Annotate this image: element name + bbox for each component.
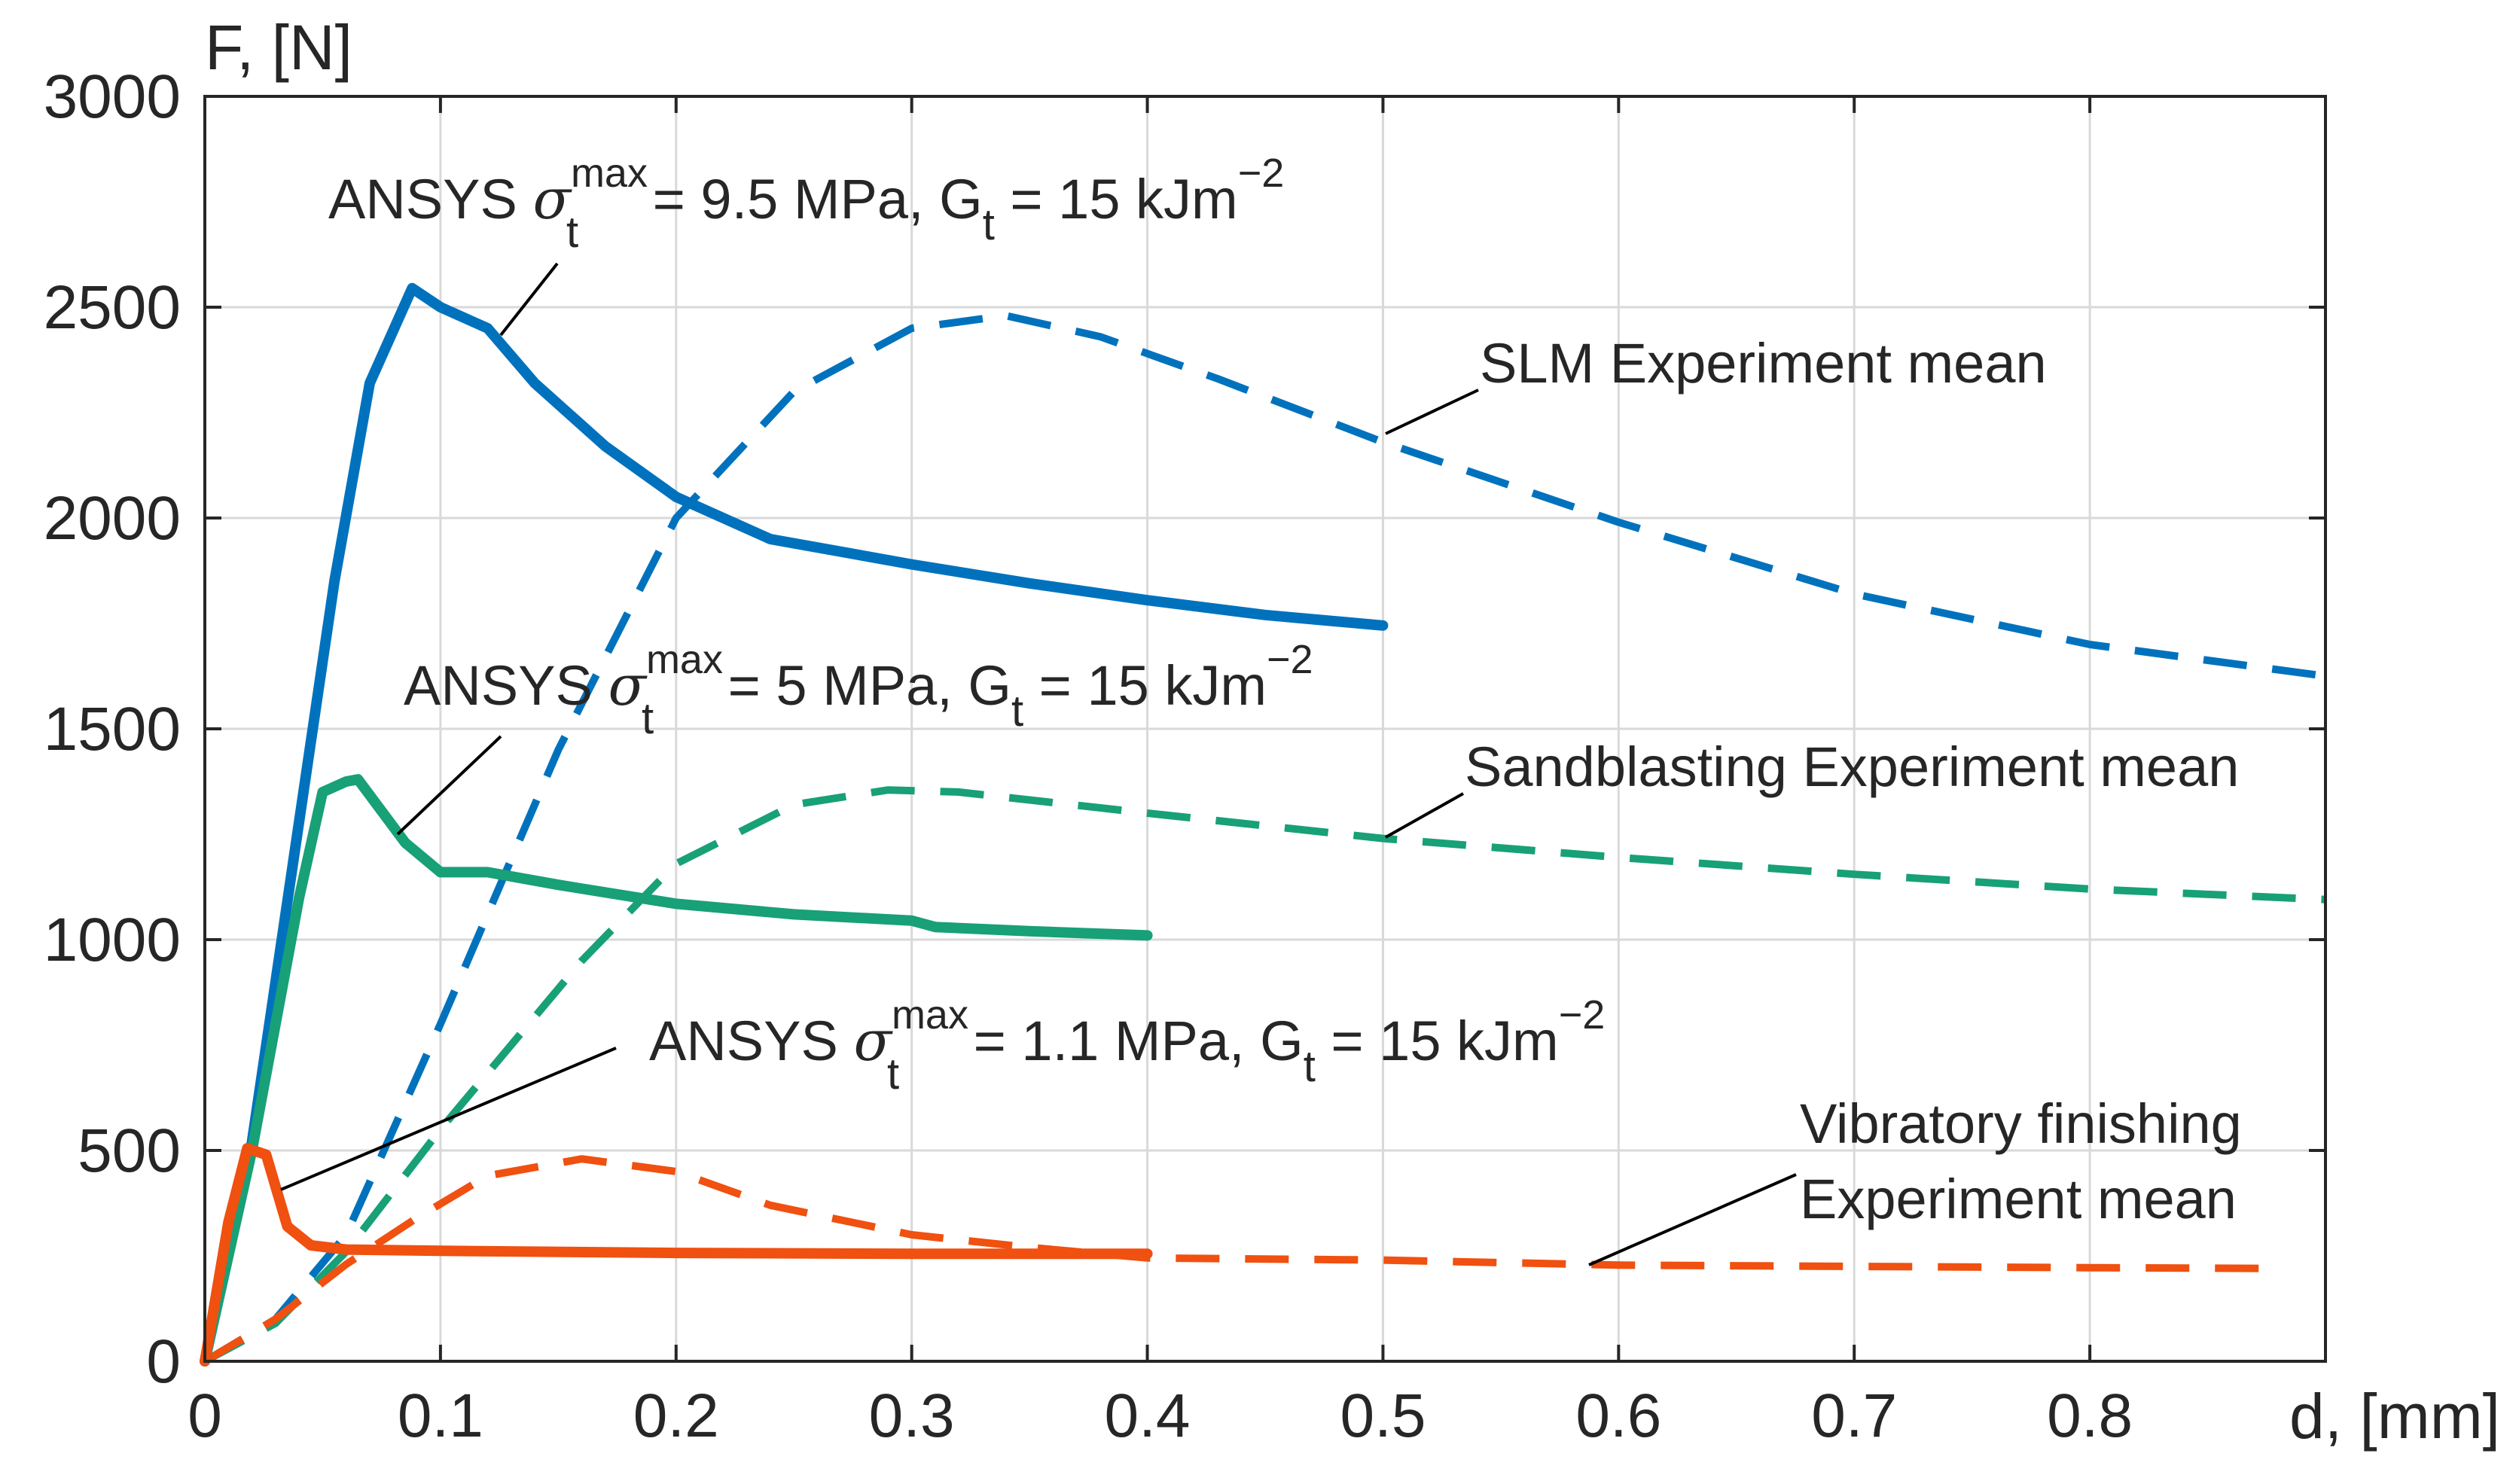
x-tick-label: 0 — [188, 1382, 222, 1450]
series-ansys-5-mpa — [200, 774, 1153, 1367]
ann1-after: = 15 kJm — [995, 168, 1238, 230]
y-tick-label: 1500 — [44, 695, 181, 763]
series-slm-experiment-mean — [203, 312, 2326, 1365]
x-tick-label: 0.5 — [1340, 1382, 1426, 1450]
tick-marks — [203, 95, 2325, 1363]
ann2-after: = 15 kJm — [1023, 654, 1267, 717]
label-vibratory-finishing-line2: Experiment mean — [1800, 1168, 2237, 1230]
leader-line-ann3 — [280, 1047, 617, 1191]
leader-line-slm — [1385, 389, 1479, 435]
x-tick-label: 0.3 — [869, 1382, 955, 1450]
ann2-sub: t — [642, 694, 654, 743]
ann2-sub2: t — [1011, 687, 1023, 736]
series-ansys-9-5-mpa — [200, 282, 1389, 1367]
ann3-sup2: −2 — [1559, 992, 1606, 1038]
ann3-sub: t — [887, 1050, 899, 1099]
leader-line-sandblasting — [1385, 792, 1464, 839]
x-tick-label: 0.8 — [2047, 1382, 2133, 1450]
ann3-sup: max — [892, 992, 968, 1038]
x-tick-label: 0.2 — [633, 1382, 719, 1450]
series-vibratory-finishing-experiment-mean — [203, 1155, 2279, 1365]
y-axis-label: F, [N] — [205, 12, 352, 83]
y-tick-label: 0 — [146, 1327, 181, 1396]
ann1-sub2: t — [983, 200, 995, 249]
ann3-after: = 15 kJm — [1316, 1010, 1559, 1072]
annotation-ansys-5-mpa: ANSYS σmax t = 5 MPa, Gt = 15 kJm−2 — [404, 637, 1313, 743]
ann2-sup: max — [646, 637, 723, 682]
x-tick-label: 0.6 — [1575, 1382, 1661, 1450]
ann2-sup2: −2 — [1267, 637, 1313, 682]
ann3-sub2: t — [1304, 1042, 1316, 1091]
x-tick-label: 0.1 — [398, 1382, 483, 1450]
ann1-prefix: ANSYS — [328, 168, 532, 230]
x-tick-label: 0.4 — [1105, 1382, 1191, 1450]
annotation-ansys-9-5-mpa: ANSYS σmax t = 9.5 MPa, Gt = 15 kJm−2 — [328, 151, 1284, 257]
ann1-sup: max — [571, 151, 648, 196]
label-sandblasting-experiment-mean: Sandblasting Experiment mean — [1465, 736, 2239, 798]
y-tick-label: 500 — [78, 1117, 181, 1185]
annotation-ansys-1-1-mpa: ANSYS σmax t = 1.1 MPa, Gt = 15 kJm−2 — [649, 992, 1605, 1099]
x-axis-label: d, [mm] — [2289, 1381, 2500, 1452]
ann1-sigma: σ — [532, 167, 572, 232]
series-sandblasting-experiment-mean — [203, 786, 2326, 1365]
series-ansys-1-1-mpa — [200, 1143, 1153, 1367]
series-layer — [200, 282, 2326, 1367]
y-tick-label: 3000 — [44, 62, 181, 131]
ann3-prefix: ANSYS — [649, 1010, 853, 1072]
label-slm-experiment-mean: SLM Experiment mean — [1480, 332, 2047, 395]
y-tick-label: 1000 — [44, 906, 181, 974]
x-tick-label: 0.7 — [1811, 1382, 1897, 1450]
ann2-prefix: ANSYS — [404, 654, 608, 717]
ann2-middle: = 5 MPa, G — [712, 654, 1011, 717]
leader-line-vibratory — [1588, 1173, 1797, 1266]
ann2-sigma: σ — [608, 654, 648, 718]
ann1-sup2: −2 — [1238, 151, 1285, 196]
ann3-sigma: σ — [853, 1009, 893, 1074]
label-vibratory-finishing-line1: Vibratory finishing — [1800, 1092, 2242, 1155]
x-tick-labels: 0 0.1 0.2 0.3 0.4 0.5 0.6 0.7 0.8 — [188, 1382, 2133, 1450]
y-tick-label: 2000 — [44, 484, 181, 553]
y-tick-labels: 0 500 1000 1500 2000 2500 3000 — [44, 62, 181, 1396]
leader-line-ann2 — [396, 735, 502, 836]
ann3-middle: = 1.1 MPa, G — [958, 1010, 1304, 1072]
ann1-middle: = 9.5 MPa, G — [637, 168, 983, 230]
ann1-sub: t — [566, 208, 578, 257]
y-tick-label: 2500 — [44, 273, 181, 342]
leader-line-ann1 — [499, 262, 559, 337]
